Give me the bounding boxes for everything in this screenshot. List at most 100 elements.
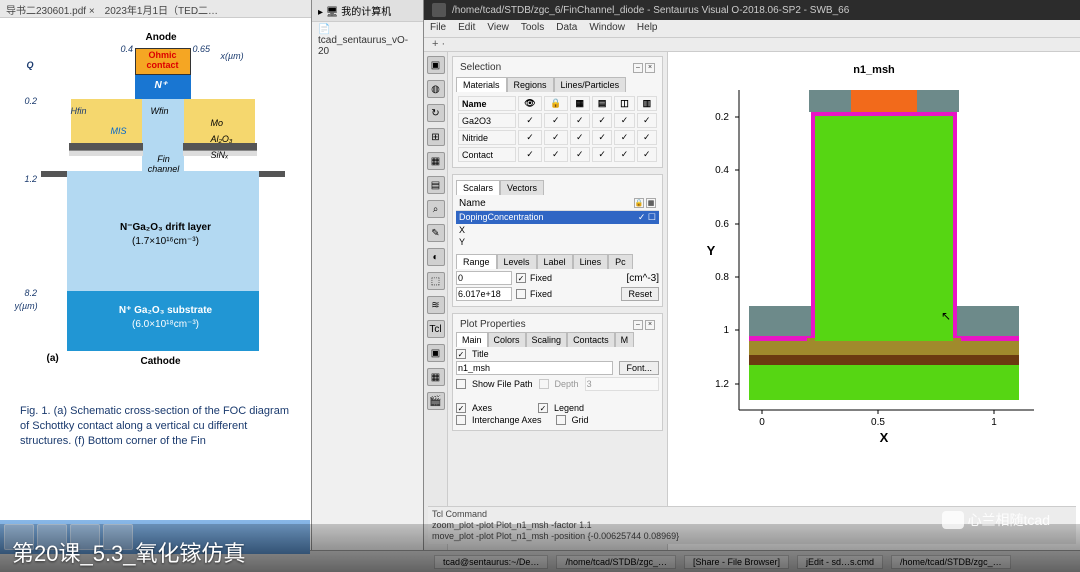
svg-text:0: 0	[759, 417, 765, 428]
tab-materials[interactable]: Materials	[456, 77, 507, 92]
tab-vectors[interactable]: Vectors	[500, 180, 544, 195]
axes-checkbox[interactable]: ✓	[456, 403, 466, 413]
fixed1-checkbox[interactable]: ✓	[516, 273, 526, 283]
tool-icon[interactable]: ↻	[427, 104, 445, 122]
panel-close-icon[interactable]: ×	[645, 320, 655, 330]
depth-input	[585, 377, 659, 391]
tool-icon[interactable]: ▤	[427, 176, 445, 194]
tab-lines[interactable]: Lines/Particles	[554, 77, 627, 92]
tree-root[interactable]: ▸ 🖥 我的计算机	[312, 0, 423, 22]
svg-text:0.2: 0.2	[715, 112, 729, 123]
tab-scalars[interactable]: Scalars	[456, 180, 500, 195]
video-title: 第20课_5.3_氧化镓仿真	[12, 536, 246, 568]
tool-icon[interactable]: ⊞	[427, 128, 445, 146]
device-plot[interactable]: 0.2 0.4 0.6 0.8 1 1.2 Y	[699, 80, 1049, 450]
menu-data[interactable]: Data	[556, 22, 577, 35]
sentaurus-app: /home/tcad/STDB/zgc_6/FinChannel_diode -…	[424, 0, 1080, 572]
menu-file[interactable]: File	[430, 22, 446, 35]
svg-text:↖: ↖	[941, 309, 951, 323]
tab-contacts[interactable]: Contacts	[567, 332, 615, 347]
svg-text:0.4: 0.4	[715, 165, 729, 176]
svg-text:0.5: 0.5	[871, 417, 885, 428]
fixed2-checkbox[interactable]	[516, 289, 526, 299]
scalar-y[interactable]: Y	[456, 236, 659, 248]
tool-icon[interactable]: ▦	[427, 152, 445, 170]
tab-scaling[interactable]: Scaling	[526, 332, 568, 347]
tool-icon[interactable]: ▣	[427, 56, 445, 74]
legend-checkbox[interactable]: ✓	[538, 403, 548, 413]
scalar-x[interactable]: X	[456, 224, 659, 236]
plot-title-input[interactable]	[456, 361, 613, 375]
menu-help[interactable]: Help	[637, 22, 658, 35]
tab-colors[interactable]: Colors	[488, 332, 526, 347]
tool-icon[interactable]: ◍	[427, 80, 445, 98]
panel-min-icon[interactable]: –	[633, 63, 643, 73]
tool-icon[interactable]: ⬚	[427, 272, 445, 290]
menu-window[interactable]: Window	[589, 22, 625, 35]
tool-icon[interactable]: ▣	[427, 344, 445, 362]
ohmic-label: Ohmic contact	[137, 50, 189, 70]
tool-icon[interactable]: Tcl	[427, 320, 445, 338]
menu-view[interactable]: View	[487, 22, 509, 35]
tree-item[interactable]: 📄 tcad_sentaurus_vO-20	[312, 22, 423, 59]
tool-strip: ▣ ◍ ↻ ⊞ ▦ ▤ ⌕ ✎ ◐ ⬚ ≋ Tcl ▣ ▦ 🎬	[424, 52, 448, 572]
tab-range[interactable]: Range	[456, 254, 497, 269]
grid-checkbox[interactable]	[556, 415, 566, 425]
menu-tools[interactable]: Tools	[521, 22, 544, 35]
panel-min-icon[interactable]: –	[633, 320, 643, 330]
pdf-tab-2[interactable]: 2023年1月1日（TED二…	[105, 2, 218, 15]
tool-icon[interactable]: ≋	[427, 296, 445, 314]
tab-strip[interactable]: + ·	[424, 38, 1080, 52]
plot-title: n1_msh	[680, 64, 1068, 76]
svg-text:0.6: 0.6	[715, 219, 729, 230]
range-max-input[interactable]	[456, 287, 512, 301]
tool-icon[interactable]: ⌕	[427, 200, 445, 218]
menu-bar: File Edit View Tools Data Window Help	[424, 20, 1080, 38]
pdf-panel: 导书二230601.pdf × 2023年1月1日（TED二… Anode Oh…	[0, 0, 312, 572]
anode-label: Anode	[146, 32, 177, 43]
showpath-checkbox[interactable]	[456, 379, 466, 389]
svg-text:Y: Y	[707, 243, 716, 258]
lock-icon[interactable]: 🔒	[634, 198, 644, 208]
tool-icon[interactable]: ✎	[427, 224, 445, 242]
file-tree-panel: ▸ 🖥 我的计算机 📄 tcad_sentaurus_vO-20	[312, 0, 424, 572]
svg-text:0.8: 0.8	[715, 272, 729, 283]
tab-m[interactable]: M	[615, 332, 635, 347]
tab-label[interactable]: Label	[537, 254, 573, 269]
device-diagram: Anode Ohmic contact N⁺ N⁻Ga₂O₃ drift lay…	[11, 46, 301, 396]
reset-button[interactable]: Reset	[621, 287, 659, 301]
svg-text:X: X	[880, 430, 889, 445]
svg-text:1: 1	[723, 325, 729, 336]
panel-close-icon[interactable]: ×	[645, 63, 655, 73]
tool-icon[interactable]: ▦	[427, 368, 445, 386]
tab-regions[interactable]: Regions	[507, 77, 554, 92]
interchange-checkbox[interactable]	[456, 415, 466, 425]
wechat-icon	[942, 511, 964, 529]
grid-icon[interactable]: ▦	[646, 198, 656, 208]
watermark: 心兰相随tcad	[942, 510, 1050, 530]
scalar-doping[interactable]: DopingConcentration✓ ☐	[456, 211, 659, 224]
plot-properties-panel: Plot Properties –× Main Colors Scaling C…	[452, 313, 663, 431]
cathode-label: Cathode	[141, 356, 181, 367]
nplus-label: N⁺	[155, 80, 168, 91]
tab-pc[interactable]: Pc	[608, 254, 633, 269]
plot-area: n1_msh 0.2 0.4 0.6 0.8 1 1.2 Y	[668, 52, 1080, 572]
pdf-tabs: 导书二230601.pdf × 2023年1月1日（TED二…	[0, 0, 311, 18]
range-min-input[interactable]	[456, 271, 512, 285]
materials-table: Name👁🔒▦▤◫▥ Ga2O3✓✓✓✓✓✓ Nitride✓✓✓✓✓✓ Con…	[456, 94, 659, 164]
svg-text:1: 1	[991, 417, 997, 428]
tab-levels[interactable]: Levels	[497, 254, 537, 269]
tab-lines2[interactable]: Lines	[573, 254, 609, 269]
tool-icon[interactable]: ◐	[427, 248, 445, 266]
tab-main[interactable]: Main	[456, 332, 488, 347]
window-titlebar: /home/tcad/STDB/zgc_6/FinChannel_diode -…	[424, 0, 1080, 20]
scalars-panel: Scalars Vectors Name 🔒▦ DopingConcentrat…	[452, 174, 663, 307]
tool-icon[interactable]: 🎬	[427, 392, 445, 410]
svg-text:1.2: 1.2	[715, 379, 729, 390]
pdf-tab-1[interactable]: 导书二230601.pdf ×	[6, 2, 95, 15]
menu-edit[interactable]: Edit	[458, 22, 475, 35]
properties-column: Selection –× Materials Regions Lines/Par…	[448, 52, 668, 572]
title-checkbox[interactable]: ✓	[456, 349, 466, 359]
selection-panel: Selection –× Materials Regions Lines/Par…	[452, 56, 663, 168]
font-button[interactable]: Font...	[619, 361, 659, 375]
